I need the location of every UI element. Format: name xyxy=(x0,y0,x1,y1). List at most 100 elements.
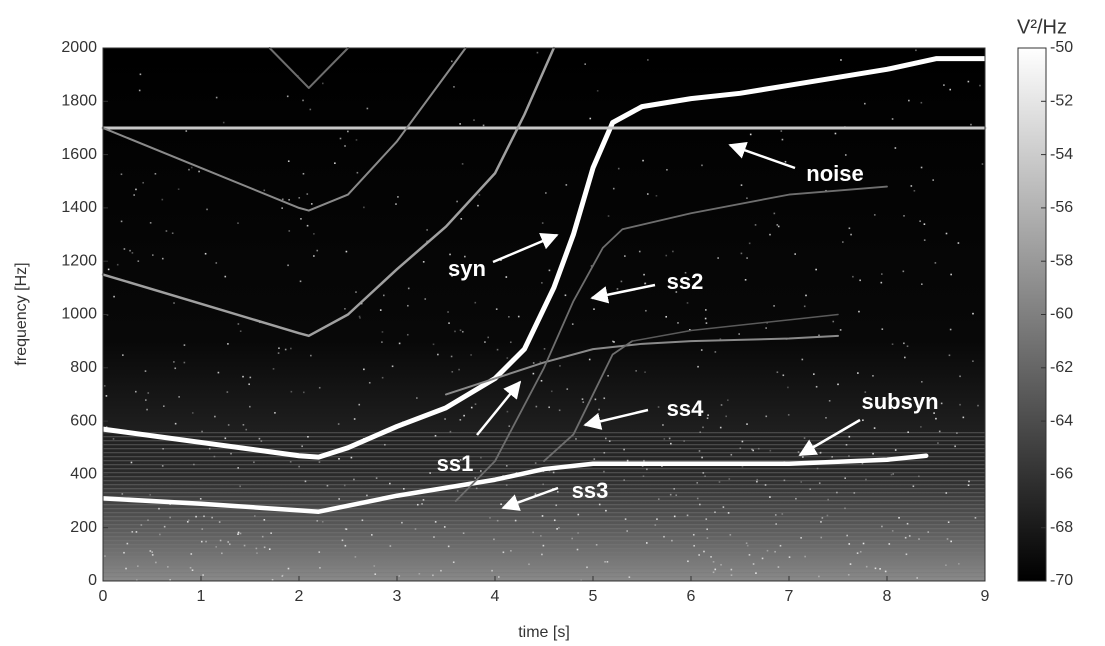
noise-speck xyxy=(540,535,542,537)
noise-speck xyxy=(923,223,926,225)
noise-speck xyxy=(712,561,715,563)
noise-speck xyxy=(797,451,800,453)
noise-speck xyxy=(784,160,787,163)
noise-speck xyxy=(804,555,806,558)
noise-speck xyxy=(603,470,605,473)
noise-speck xyxy=(147,392,150,394)
noise-speck xyxy=(776,371,779,374)
noise-speck xyxy=(258,437,261,440)
noise-speck xyxy=(477,204,479,207)
noise-speck xyxy=(228,543,231,546)
noise-speck xyxy=(873,214,876,216)
noise-speck xyxy=(865,565,868,568)
noise-speck xyxy=(316,249,319,252)
noise-speck xyxy=(256,552,258,554)
noise-speck xyxy=(712,571,715,574)
noise-speck xyxy=(580,579,583,582)
noise-speck xyxy=(359,317,361,319)
noise-speck xyxy=(432,574,434,577)
noise-speck xyxy=(720,404,723,406)
noise-speck xyxy=(440,569,442,572)
noise-speck xyxy=(163,525,166,528)
noise-speck xyxy=(281,198,284,201)
noise-speck xyxy=(541,553,543,556)
noise-speck xyxy=(794,253,796,255)
noise-speck xyxy=(714,568,717,571)
noise-speck xyxy=(375,477,378,479)
noise-speck xyxy=(819,452,822,454)
noise-speck xyxy=(839,329,842,331)
noise-speck xyxy=(950,540,952,543)
noise-speck xyxy=(673,515,676,518)
x-tick-label: 6 xyxy=(687,588,696,605)
noise-speck xyxy=(552,471,555,474)
noise-speck xyxy=(173,302,175,304)
noise-speck xyxy=(146,408,148,411)
noise-speck xyxy=(149,494,151,496)
noise-speck xyxy=(459,419,462,421)
noise-speck xyxy=(496,519,499,522)
noise-speck xyxy=(891,530,894,532)
noise-speck xyxy=(825,416,827,419)
noise-speck xyxy=(121,493,124,495)
noise-speck xyxy=(608,440,611,443)
noise-speck xyxy=(355,139,358,141)
ridge-line xyxy=(100,453,929,514)
noise-speck xyxy=(306,193,309,195)
noise-speck xyxy=(379,309,382,311)
noise-speck xyxy=(815,268,817,271)
noise-speck xyxy=(186,520,189,523)
noise-speck xyxy=(718,481,721,483)
noise-speck xyxy=(903,342,905,345)
noise-speck xyxy=(384,443,386,446)
noise-speck xyxy=(913,189,916,192)
noise-speck xyxy=(200,540,203,543)
noise-speck xyxy=(389,482,391,485)
noise-speck xyxy=(977,404,979,407)
noise-speck xyxy=(205,540,207,543)
noise-speck xyxy=(137,260,140,262)
noise-speck xyxy=(620,280,623,283)
noise-speck xyxy=(528,563,530,566)
y-tick-label: 0 xyxy=(88,572,97,589)
noise-speck xyxy=(663,438,666,440)
noise-speck xyxy=(271,578,274,581)
noise-speck xyxy=(918,475,920,478)
noise-speck xyxy=(406,333,409,336)
noise-speck xyxy=(226,391,229,393)
noise-speck xyxy=(206,208,208,211)
noise-speck xyxy=(805,294,807,297)
noise-speck xyxy=(853,492,856,494)
noise-speck xyxy=(307,435,309,438)
noise-speck xyxy=(418,572,421,575)
noise-speck xyxy=(381,331,384,333)
noise-speck xyxy=(553,519,556,522)
noise-speck xyxy=(505,276,508,278)
noise-speck xyxy=(979,84,981,87)
noise-speck xyxy=(818,482,821,484)
noise-speck xyxy=(309,108,312,111)
y-tick-label: 1800 xyxy=(61,93,97,110)
noise-speck xyxy=(208,447,211,450)
noise-speck xyxy=(837,383,839,386)
noise-speck xyxy=(125,567,127,570)
noise-speck xyxy=(169,516,171,519)
noise-speck xyxy=(190,166,193,169)
colorbar-tick-label: -68 xyxy=(1050,519,1073,536)
noise-speck xyxy=(617,167,620,170)
noise-speck xyxy=(484,341,486,343)
noise-speck xyxy=(862,542,865,545)
noise-speck xyxy=(881,273,883,275)
noise-speck xyxy=(730,568,733,571)
noise-speck xyxy=(756,478,759,481)
noise-speck xyxy=(775,523,777,525)
noise-speck xyxy=(849,563,852,565)
noise-speck xyxy=(473,119,475,121)
noise-speck xyxy=(774,550,776,553)
noise-speck xyxy=(862,419,864,422)
noise-speck xyxy=(169,579,171,581)
noise-speck xyxy=(135,531,138,533)
noise-speck xyxy=(787,414,790,416)
noise-speck xyxy=(820,536,823,539)
noise-speck xyxy=(268,548,271,550)
